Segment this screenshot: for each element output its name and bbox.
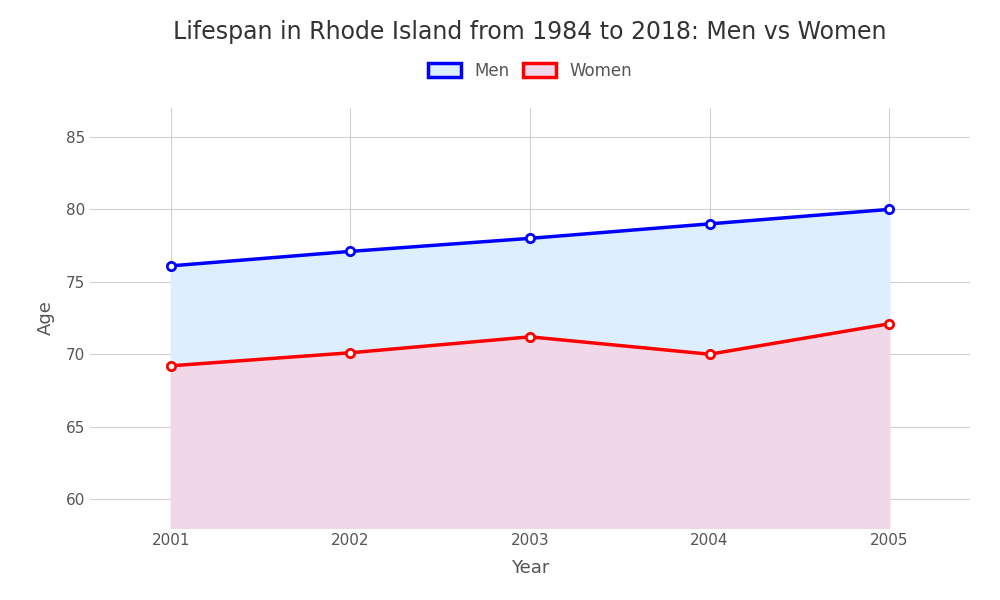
Y-axis label: Age: Age bbox=[37, 301, 55, 335]
X-axis label: Year: Year bbox=[511, 559, 549, 577]
Title: Lifespan in Rhode Island from 1984 to 2018: Men vs Women: Lifespan in Rhode Island from 1984 to 20… bbox=[173, 20, 887, 44]
Legend: Men, Women: Men, Women bbox=[428, 62, 632, 80]
